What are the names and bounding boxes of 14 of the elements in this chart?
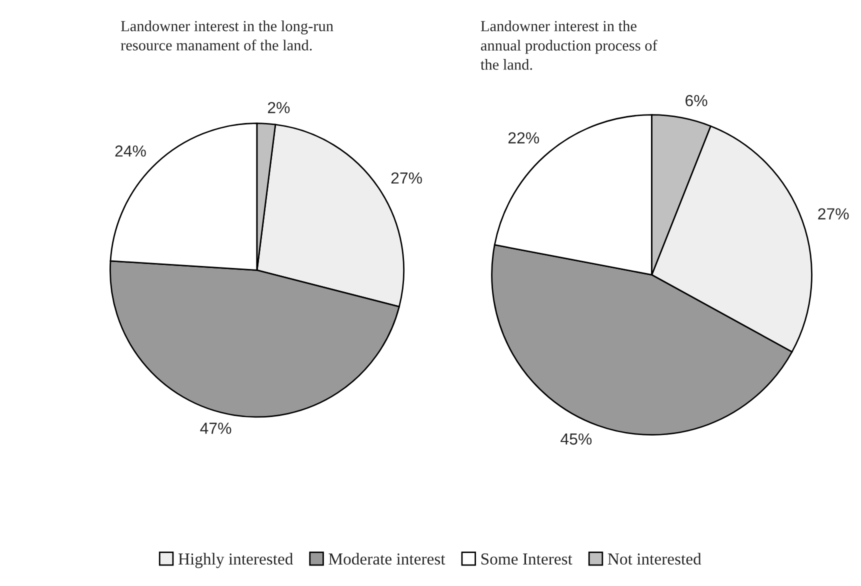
- data-label: 27%: [818, 208, 849, 220]
- data-label: 2%: [268, 102, 290, 114]
- chart-title: Landowner interest in the annual production process of the land.: [480, 20, 658, 70]
- chart-title: Landowner interest in the long-run resource manament of the land.: [120, 20, 334, 51]
- legend-label: Moderate interest: [328, 552, 446, 565]
- data-label: 47%: [200, 422, 232, 434]
- data-label: 24%: [115, 145, 146, 157]
- legend-label: Some Interest: [481, 553, 572, 565]
- legend-label: Highly interested: [178, 552, 294, 568]
- data-label: 6%: [686, 94, 708, 106]
- data-label: 22%: [508, 132, 540, 144]
- data-label: 27%: [391, 172, 422, 184]
- legend-label: Not interested: [608, 552, 702, 565]
- data-label: 45%: [560, 433, 592, 445]
